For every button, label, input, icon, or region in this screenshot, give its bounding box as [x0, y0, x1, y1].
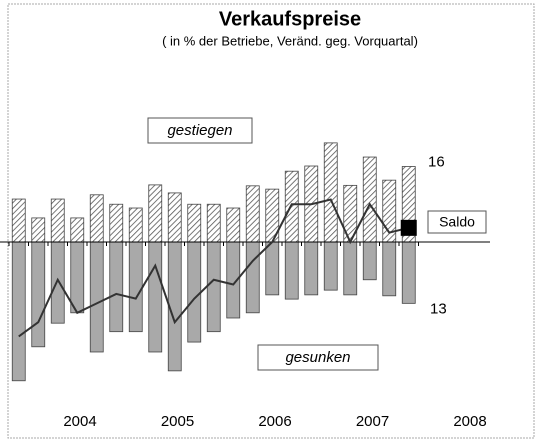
- bar: [89, 194, 104, 243]
- x-tick-label: 2004: [63, 413, 96, 430]
- bar: [265, 241, 280, 296]
- bar: [148, 241, 163, 353]
- bar: [284, 241, 299, 300]
- bar: [31, 241, 46, 348]
- bar: [109, 241, 124, 333]
- bar: [11, 198, 26, 243]
- bar: [128, 207, 143, 243]
- x-tick-label: 2007: [356, 413, 389, 430]
- bar: [401, 241, 416, 304]
- bar: [304, 241, 319, 296]
- legend-box: [427, 210, 487, 234]
- data-label: 13: [430, 300, 447, 317]
- bar: [206, 241, 221, 333]
- bar: [109, 203, 124, 243]
- series-label: gestiegen: [167, 122, 232, 139]
- bar: [206, 203, 221, 243]
- bar: [245, 241, 260, 314]
- line-series: [18, 198, 409, 338]
- label-box: [257, 344, 379, 371]
- bar: [11, 241, 26, 382]
- x-tick-label: 2008: [453, 413, 486, 430]
- bar: [362, 156, 377, 243]
- bar: [128, 241, 143, 333]
- bar: [382, 241, 397, 297]
- bar: [89, 241, 104, 353]
- x-tick-label: 2006: [258, 413, 291, 430]
- bar: [148, 184, 163, 243]
- bar: [245, 185, 260, 243]
- end-marker: [400, 219, 417, 236]
- bar: [70, 241, 85, 314]
- series-label: gesunken: [285, 349, 350, 366]
- bar: [167, 192, 182, 243]
- bar: [343, 241, 358, 296]
- x-tick-label: 2005: [161, 413, 194, 430]
- label-box: [147, 117, 253, 144]
- bar: [187, 203, 202, 243]
- chart-title: Verkaufspreise: [219, 8, 361, 30]
- bar: [323, 241, 338, 291]
- bar: [31, 217, 46, 243]
- chart-subtitle: ( in % der Betriebe, Veränd. geg. Vorqua…: [162, 33, 418, 48]
- bar: [187, 241, 202, 343]
- bar: [226, 207, 241, 243]
- bar: [284, 170, 299, 243]
- frame: [7, 3, 535, 439]
- bar: [70, 217, 85, 243]
- legend-label: Saldo: [439, 214, 475, 230]
- bar: [50, 241, 65, 324]
- bar: [323, 142, 338, 243]
- bar: [362, 241, 377, 281]
- data-label: 16: [428, 153, 445, 170]
- bar: [50, 198, 65, 243]
